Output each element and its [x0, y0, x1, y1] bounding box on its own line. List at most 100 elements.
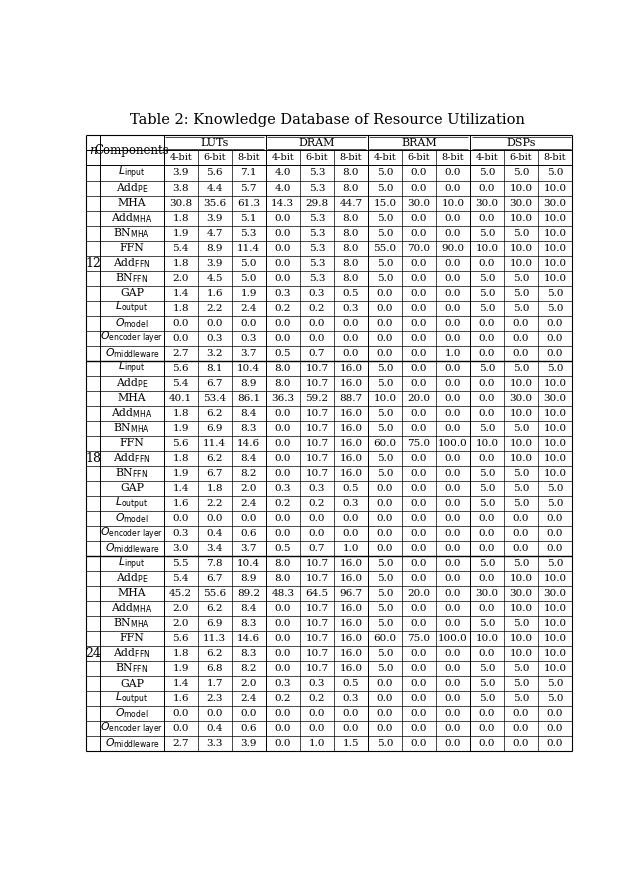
- Text: 0.0: 0.0: [172, 514, 189, 523]
- Text: 16.0: 16.0: [339, 664, 362, 673]
- Text: 8-bit: 8-bit: [237, 153, 260, 163]
- Text: 10.0: 10.0: [543, 619, 566, 628]
- Text: Add$_{\rm FFN}$: Add$_{\rm FFN}$: [113, 647, 151, 660]
- Text: 0.0: 0.0: [275, 334, 291, 342]
- Text: 5.0: 5.0: [547, 484, 563, 493]
- Text: 0.0: 0.0: [445, 649, 461, 658]
- Text: 0.0: 0.0: [479, 394, 495, 403]
- Text: n: n: [89, 144, 97, 157]
- Text: 10.7: 10.7: [305, 409, 328, 418]
- Text: DRAM: DRAM: [299, 138, 335, 148]
- Text: 75.0: 75.0: [408, 634, 431, 643]
- Text: 5.0: 5.0: [377, 258, 393, 267]
- Text: 4-bit: 4-bit: [271, 153, 294, 163]
- Text: 0.3: 0.3: [241, 334, 257, 342]
- Text: 8.4: 8.4: [241, 454, 257, 463]
- Text: 5.3: 5.3: [308, 243, 325, 252]
- Text: 10.7: 10.7: [305, 379, 328, 388]
- Text: 1.8: 1.8: [172, 649, 189, 658]
- Text: 5.0: 5.0: [479, 679, 495, 688]
- Text: 40.1: 40.1: [169, 394, 192, 403]
- Text: 5.0: 5.0: [377, 559, 393, 568]
- Text: 0.0: 0.0: [411, 664, 428, 673]
- Text: 55.6: 55.6: [203, 589, 227, 598]
- Text: 0.0: 0.0: [411, 619, 428, 628]
- Text: 0.3: 0.3: [172, 529, 189, 538]
- Text: 0.0: 0.0: [479, 183, 495, 193]
- Text: 0.0: 0.0: [479, 649, 495, 658]
- Text: 0.0: 0.0: [479, 604, 495, 613]
- Text: 1.4: 1.4: [172, 679, 189, 688]
- Text: 5.0: 5.0: [479, 694, 495, 703]
- Text: Table 2: Knowledge Database of Resource Utilization: Table 2: Knowledge Database of Resource …: [131, 113, 525, 127]
- Text: 0.0: 0.0: [308, 709, 325, 718]
- Text: $O_{\rm model}$: $O_{\rm model}$: [115, 512, 148, 525]
- Text: 0.0: 0.0: [411, 724, 428, 733]
- Text: 8.0: 8.0: [275, 573, 291, 583]
- Text: 96.7: 96.7: [339, 589, 362, 598]
- Text: 0.0: 0.0: [445, 469, 461, 478]
- Text: 1.8: 1.8: [172, 454, 189, 463]
- Text: 10.0: 10.0: [476, 439, 499, 448]
- Text: 16.0: 16.0: [339, 454, 362, 463]
- Text: 8.4: 8.4: [241, 604, 257, 613]
- Text: 0.2: 0.2: [308, 499, 325, 508]
- Text: 16.0: 16.0: [339, 573, 362, 583]
- Text: 5.0: 5.0: [513, 664, 529, 673]
- Text: 5.0: 5.0: [377, 619, 393, 628]
- Text: BN$_{\rm FFN}$: BN$_{\rm FFN}$: [115, 271, 148, 285]
- Text: 0.0: 0.0: [411, 499, 428, 508]
- Text: 10.0: 10.0: [509, 604, 532, 613]
- Text: 8.9: 8.9: [241, 379, 257, 388]
- Text: 0.0: 0.0: [411, 228, 428, 237]
- Text: Add$_{\rm MHA}$: Add$_{\rm MHA}$: [111, 406, 152, 420]
- Text: 0.0: 0.0: [275, 409, 291, 418]
- Text: 0.0: 0.0: [445, 559, 461, 568]
- Text: DSPs: DSPs: [506, 138, 536, 148]
- Text: 0.0: 0.0: [445, 409, 461, 418]
- Text: $L_{\rm output}$: $L_{\rm output}$: [115, 495, 148, 512]
- Text: 0.0: 0.0: [445, 213, 461, 222]
- Text: 10.7: 10.7: [305, 619, 328, 628]
- Text: 5.4: 5.4: [172, 379, 189, 388]
- Text: 0.0: 0.0: [275, 709, 291, 718]
- Text: 30.0: 30.0: [543, 394, 566, 403]
- Text: 0.0: 0.0: [513, 709, 529, 718]
- Text: 2.0: 2.0: [241, 679, 257, 688]
- Text: 16.0: 16.0: [339, 469, 362, 478]
- Text: 8-bit: 8-bit: [544, 153, 566, 163]
- Text: 0.0: 0.0: [172, 709, 189, 718]
- Text: 5.0: 5.0: [377, 168, 393, 178]
- Text: 0.0: 0.0: [308, 514, 325, 523]
- Text: 0.0: 0.0: [377, 514, 393, 523]
- Text: 64.5: 64.5: [305, 589, 328, 598]
- Text: 6.2: 6.2: [207, 454, 223, 463]
- Text: 10.7: 10.7: [305, 604, 328, 613]
- Text: 1.4: 1.4: [172, 484, 189, 493]
- Text: 0.0: 0.0: [479, 379, 495, 388]
- Text: 2.4: 2.4: [241, 694, 257, 703]
- Text: 4.0: 4.0: [275, 183, 291, 193]
- Text: Add$_{\rm FFN}$: Add$_{\rm FFN}$: [113, 256, 151, 270]
- Text: 0.0: 0.0: [411, 544, 428, 553]
- Text: 0.0: 0.0: [411, 694, 428, 703]
- Text: 5.0: 5.0: [377, 424, 393, 433]
- Text: 3.7: 3.7: [241, 349, 257, 358]
- Text: 0.0: 0.0: [411, 379, 428, 388]
- Text: 55.0: 55.0: [373, 243, 397, 252]
- Text: 0.0: 0.0: [377, 544, 393, 553]
- Text: 0.0: 0.0: [172, 334, 189, 342]
- Text: 0.0: 0.0: [547, 724, 563, 733]
- Text: 10.0: 10.0: [543, 634, 566, 643]
- Text: 5.0: 5.0: [513, 168, 529, 178]
- Text: 5.0: 5.0: [513, 469, 529, 478]
- Text: 10.0: 10.0: [543, 649, 566, 658]
- Text: 30.0: 30.0: [476, 589, 499, 598]
- Text: 0.0: 0.0: [275, 604, 291, 613]
- Text: 5.0: 5.0: [547, 499, 563, 508]
- Text: 0.0: 0.0: [479, 709, 495, 718]
- Text: 0.0: 0.0: [445, 604, 461, 613]
- Text: 0.3: 0.3: [207, 334, 223, 342]
- Text: 0.0: 0.0: [445, 379, 461, 388]
- Text: 8.4: 8.4: [241, 409, 257, 418]
